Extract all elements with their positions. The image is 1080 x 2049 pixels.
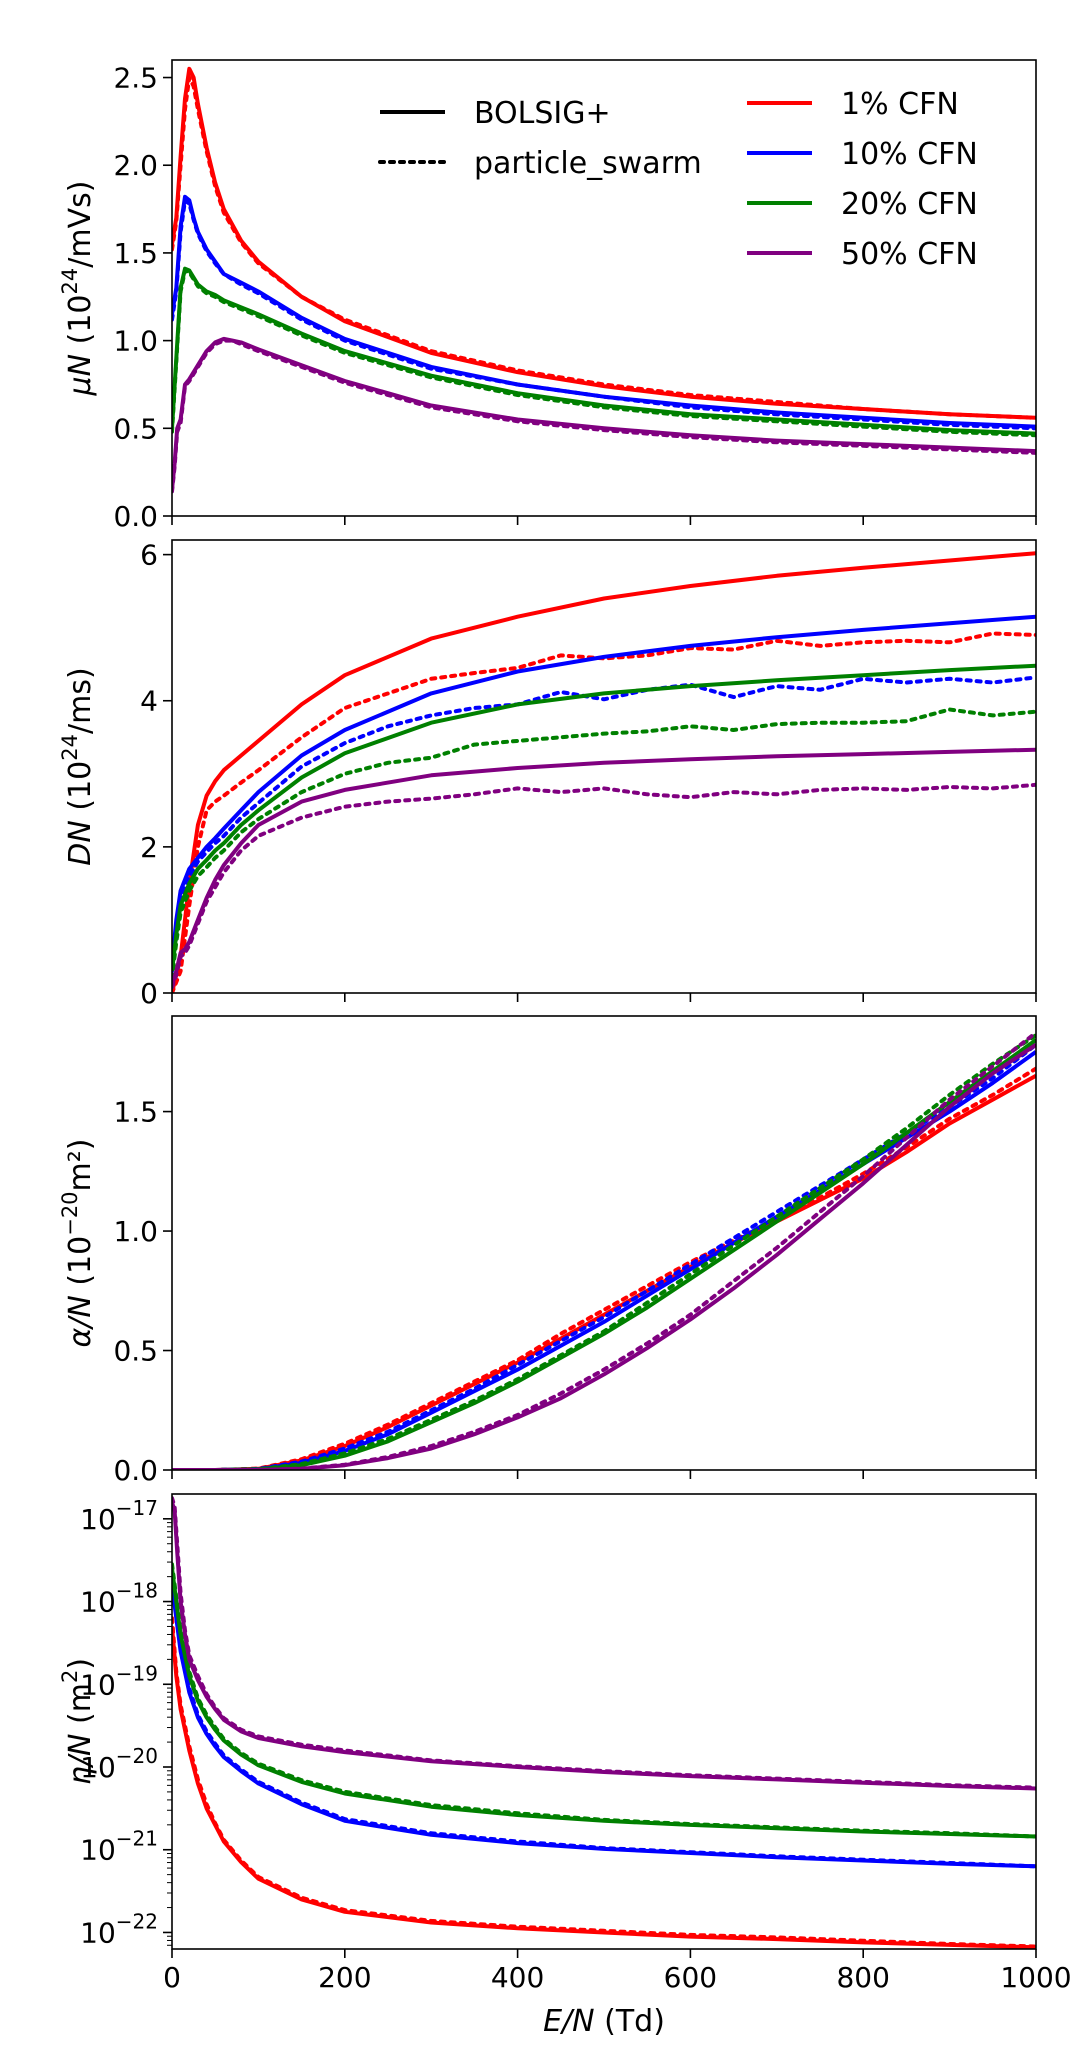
y-tick-label: 0.0 [113, 500, 158, 533]
y-tick-label: 0.0 [113, 1454, 158, 1487]
legend-label: 20% CFN [841, 187, 978, 222]
x-tick-label: 400 [491, 1961, 544, 1994]
series-50pct-cfn-bolsig [172, 336, 1036, 490]
series-1pct-cfn-bolsig [172, 1073, 1036, 1470]
series-1pct-cfn-particle-swarm [172, 631, 1036, 993]
x-tick-label: 0 [163, 1961, 181, 1994]
y-tick-label: 6 [140, 539, 158, 572]
series-1pct-cfn-particle-swarm [172, 75, 1036, 420]
attachment-frame [171, 1493, 1037, 1950]
panel-mobility: 0.0 0.5 1.0 1.5 2.0 2.5 μN (1024/mVs) [58, 59, 1037, 533]
series-10pct-cfn-particle-swarm [172, 198, 1036, 431]
mobility-ylabel: μN (1024/mVs) [58, 181, 98, 397]
series-20pct-cfn-particle-swarm [172, 707, 1036, 981]
series-1pct-cfn-particle-swarm [172, 1616, 1036, 1949]
series-20pct-cfn-particle-swarm [172, 268, 1036, 438]
attachment-ylabel: η/N (m2) [58, 1658, 98, 1785]
series-10pct-cfn-particle-swarm [172, 1042, 1036, 1470]
y-tick-label: 4 [140, 685, 158, 718]
panel-attachment: 0 200 400 600 800 1000 10−22 10−21 10−20 10−19 10−… [58, 1493, 1072, 2039]
series-10pct-cfn-bolsig [172, 1050, 1036, 1470]
y-tick-label: 0.5 [113, 1335, 158, 1368]
legend-label: 50% CFN [841, 237, 978, 272]
series-50pct-cfn-particle-swarm [172, 1030, 1036, 1470]
x-tick-label: 600 [664, 1961, 717, 1994]
panel-diffusion: 0 2 4 6 DN (1024/ms) [58, 539, 1037, 1010]
y-tick-label: 2.5 [113, 62, 158, 95]
series-20pct-cfn-particle-swarm [172, 1033, 1036, 1470]
series-50pct-cfn-particle-swarm [172, 782, 1036, 990]
series-10pct-cfn-bolsig [172, 194, 1036, 429]
legend-label: particle_swarm [474, 146, 702, 181]
y-tick-label: 10−22 [80, 1909, 158, 1949]
y-tick-label: 0 [140, 977, 158, 1010]
x-tick-label: 800 [836, 1961, 889, 1994]
panels: 0.0 0.5 1.0 1.5 2.0 2.5 μN (1024/mVs) 0 2 4 6 DN (1… [58, 59, 1072, 2039]
diffusion-frame [171, 539, 1037, 994]
y-tick-label: 10−20 [80, 1744, 158, 1784]
series-10pct-cfn-bolsig [172, 1584, 1036, 1869]
y-tick-label: 10−18 [80, 1579, 158, 1619]
series-20pct-cfn-bolsig [172, 1038, 1036, 1470]
series-20pct-cfn-particle-swarm [172, 1562, 1036, 1839]
series-20pct-cfn-bolsig [172, 663, 1036, 972]
diffusion-series [172, 551, 1036, 993]
series-20pct-cfn-bolsig [172, 1568, 1036, 1839]
legend-label: 1% CFN [841, 87, 959, 122]
x-axis-label: E/N (Td) [543, 2004, 665, 2039]
y-tick-label: 2 [140, 831, 158, 864]
y-tick-label: 10−19 [80, 1661, 158, 1701]
series-50pct-cfn-bolsig [172, 747, 1036, 987]
legend-label: 10% CFN [841, 137, 978, 172]
ionization-series [172, 1030, 1036, 1470]
mobility-series [172, 66, 1036, 494]
legend: BOLSIG+ particle_swarm 1% CFN 10% CFN 20% CF… [378, 87, 978, 272]
series-50pct-cfn-bolsig [172, 1043, 1036, 1470]
ionization-ylabel: α/N (10−20m²) [58, 1138, 98, 1347]
attachment-series [172, 1496, 1036, 1949]
x-tick-label: 200 [318, 1961, 371, 1994]
panel-ionization: 0.0 0.5 1.0 1.5 α/N (10−20m²) [58, 1015, 1037, 1487]
y-tick-label: 0.5 [113, 412, 158, 445]
x-tick-label: 1000 [1000, 1961, 1071, 1994]
mobility-frame [171, 59, 1037, 517]
legend-label: BOLSIG+ [474, 96, 611, 131]
series-10pct-cfn-bolsig [172, 614, 1036, 964]
y-tick-label: 1.5 [113, 1096, 158, 1129]
y-tick-label: 1.0 [113, 325, 158, 358]
y-tick-label: 1.5 [113, 237, 158, 270]
y-tick-label: 1.0 [113, 1215, 158, 1248]
series-1pct-cfn-bolsig [172, 551, 1036, 993]
diffusion-ylabel: DN (1024/ms) [58, 667, 98, 865]
y-tick-label: 10−21 [80, 1827, 158, 1867]
y-tick-label: 10−17 [80, 1496, 158, 1536]
y-tick-label: 2.0 [113, 149, 158, 182]
ionization-frame [171, 1015, 1037, 1471]
series-50pct-cfn-particle-swarm [172, 338, 1036, 494]
series-10pct-cfn-particle-swarm [172, 1578, 1036, 1869]
series-50pct-cfn-particle-swarm [172, 1496, 1036, 1790]
series-10pct-cfn-particle-swarm [172, 675, 1036, 974]
